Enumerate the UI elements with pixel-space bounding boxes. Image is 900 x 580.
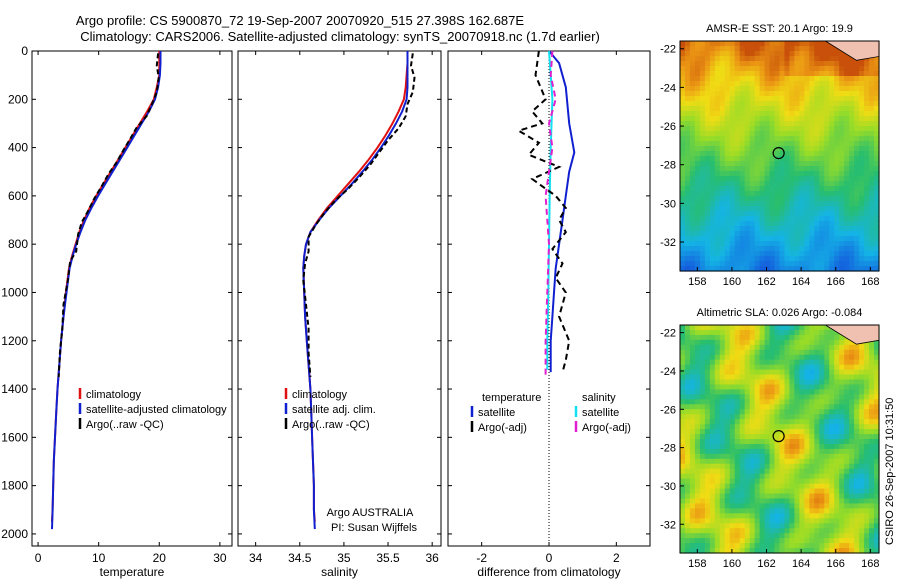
legend-entry: Argo(-adj) xyxy=(478,422,527,434)
x-tick-label: -2 xyxy=(476,551,487,565)
float-position-marker xyxy=(772,430,785,443)
y-tick-label: -22 xyxy=(660,328,676,340)
float-position-marker xyxy=(772,147,785,160)
legend-entry: Argo(..raw -QC) xyxy=(292,419,370,431)
plot-frame-salinity xyxy=(237,50,442,547)
x-tick-label: 30 xyxy=(213,551,227,565)
heatmap-field xyxy=(680,41,880,272)
x-tick-label: 162 xyxy=(757,276,775,288)
series-salinity-argo-adj- xyxy=(544,50,557,377)
map-frame xyxy=(679,40,880,272)
y-tick-label: 2000 xyxy=(1,527,28,541)
x-tick-label: 158 xyxy=(688,558,706,570)
y-tick-label: 200 xyxy=(8,92,28,106)
y-tick-label: 1800 xyxy=(1,479,28,493)
x-axis-label: difference from climatology xyxy=(477,565,620,579)
y-tick-label: -24 xyxy=(660,82,676,94)
x-tick-label: 162 xyxy=(757,558,775,570)
series-salinity-satellite xyxy=(546,50,554,370)
legend-entry: Argo(..raw -QC) xyxy=(86,419,164,431)
legend-entry: satellite xyxy=(478,407,515,419)
x-tick-label: 36 xyxy=(425,551,439,565)
y-tick-label: 1600 xyxy=(1,430,28,444)
x-tick-label: 166 xyxy=(827,558,845,570)
y-tick-label: 1200 xyxy=(1,334,28,348)
y-tick-label: 1400 xyxy=(1,382,28,396)
plot-frame-temperature xyxy=(31,50,233,547)
y-tick-label: -24 xyxy=(660,366,676,378)
x-tick-label: 160 xyxy=(723,558,741,570)
y-tick-label: 800 xyxy=(8,237,28,251)
x-tick-label: 2 xyxy=(613,551,620,565)
x-tick-label: 35 xyxy=(337,551,351,565)
x-tick-label: 164 xyxy=(792,276,810,288)
legend-entry: satellite-adjusted climatology xyxy=(86,404,227,416)
series-temperature-satellite xyxy=(548,50,576,373)
x-tick-label: 166 xyxy=(827,276,845,288)
side-label: CSIRO 26-Sep-2007 10:31:50 xyxy=(884,398,896,545)
credit-line2: PI: Susan Wijffels xyxy=(331,522,417,534)
map-title: AMSR-E SST: 20.1 Argo: 19.9 xyxy=(706,23,853,35)
series-argo-raw-qc- xyxy=(57,53,160,378)
credit-line1: Argo AUSTRALIA xyxy=(327,507,414,519)
legend-entry: climatology xyxy=(292,389,348,401)
y-tick-label: 400 xyxy=(8,141,28,155)
x-tick-label: 168 xyxy=(861,276,879,288)
legend-heading: salinity xyxy=(582,392,616,404)
x-tick-label: 10 xyxy=(92,551,106,565)
y-tick-label: -28 xyxy=(660,160,676,172)
x-tick-label: 160 xyxy=(723,276,741,288)
legend-entry: satellite xyxy=(582,407,619,419)
y-tick-label: -30 xyxy=(660,481,676,493)
legend-entry: satellite adj. clim. xyxy=(292,404,376,416)
map-sst: 158 160 162 164 166 168 -22 -24 -26 -28 -30 -32 AMSR… xyxy=(660,23,880,288)
x-tick-label: 34 xyxy=(249,551,263,565)
x-axis-label: temperature xyxy=(100,565,165,579)
x-tick-label: 20 xyxy=(153,551,167,565)
figure-title-line1: Argo profile: CS 5900870_72 19-Sep-2007 … xyxy=(76,13,524,28)
panel-salinity: 34 34.5 35 35.5 36 salinity climatology satelli… xyxy=(237,50,442,579)
y-tick-label: -26 xyxy=(660,404,676,416)
heatmap-field xyxy=(680,325,880,554)
x-tick-label: 34.5 xyxy=(288,551,312,565)
figure-title-line2: Climatology: CARS2006. Satellite-adjuste… xyxy=(80,29,600,44)
x-tick-label: 164 xyxy=(792,558,810,570)
x-tick-label: 0 xyxy=(546,551,553,565)
map-sla: 158 160 162 164 166 168 -22 -24 -26 -28 -30 -32 Alti… xyxy=(660,307,880,570)
y-tick-label: -32 xyxy=(660,519,676,531)
y-tick-label: 600 xyxy=(8,189,28,203)
y-tick-label: -30 xyxy=(660,198,676,210)
map-frame xyxy=(679,324,880,554)
y-tick-label: -32 xyxy=(660,237,676,249)
map-title: Altimetric SLA: 0.026 Argo: -0.084 xyxy=(697,307,863,319)
legend-entry: Argo(-adj) xyxy=(582,422,631,434)
x-tick-label: 168 xyxy=(861,558,879,570)
panel-temperature: 0 10 20 30 temperature 0 200 400 600 800 1000 1200 1… xyxy=(1,44,233,579)
x-tick-label: 158 xyxy=(688,276,706,288)
legend-entry: climatology xyxy=(86,389,142,401)
series-satellite-adj-clim- xyxy=(302,51,409,530)
x-tick-label: 35.5 xyxy=(376,551,400,565)
y-tick-label: 0 xyxy=(21,44,28,58)
y-tick-label: -28 xyxy=(660,443,676,455)
series-argo-raw-qc- xyxy=(302,53,416,378)
y-tick-label: -26 xyxy=(660,121,676,133)
y-tick-label: 1000 xyxy=(1,285,28,299)
legend-heading: temperature xyxy=(482,392,541,404)
x-axis-label: salinity xyxy=(321,565,358,579)
x-tick-label: 0 xyxy=(35,551,42,565)
y-tick-label: -22 xyxy=(660,44,676,56)
